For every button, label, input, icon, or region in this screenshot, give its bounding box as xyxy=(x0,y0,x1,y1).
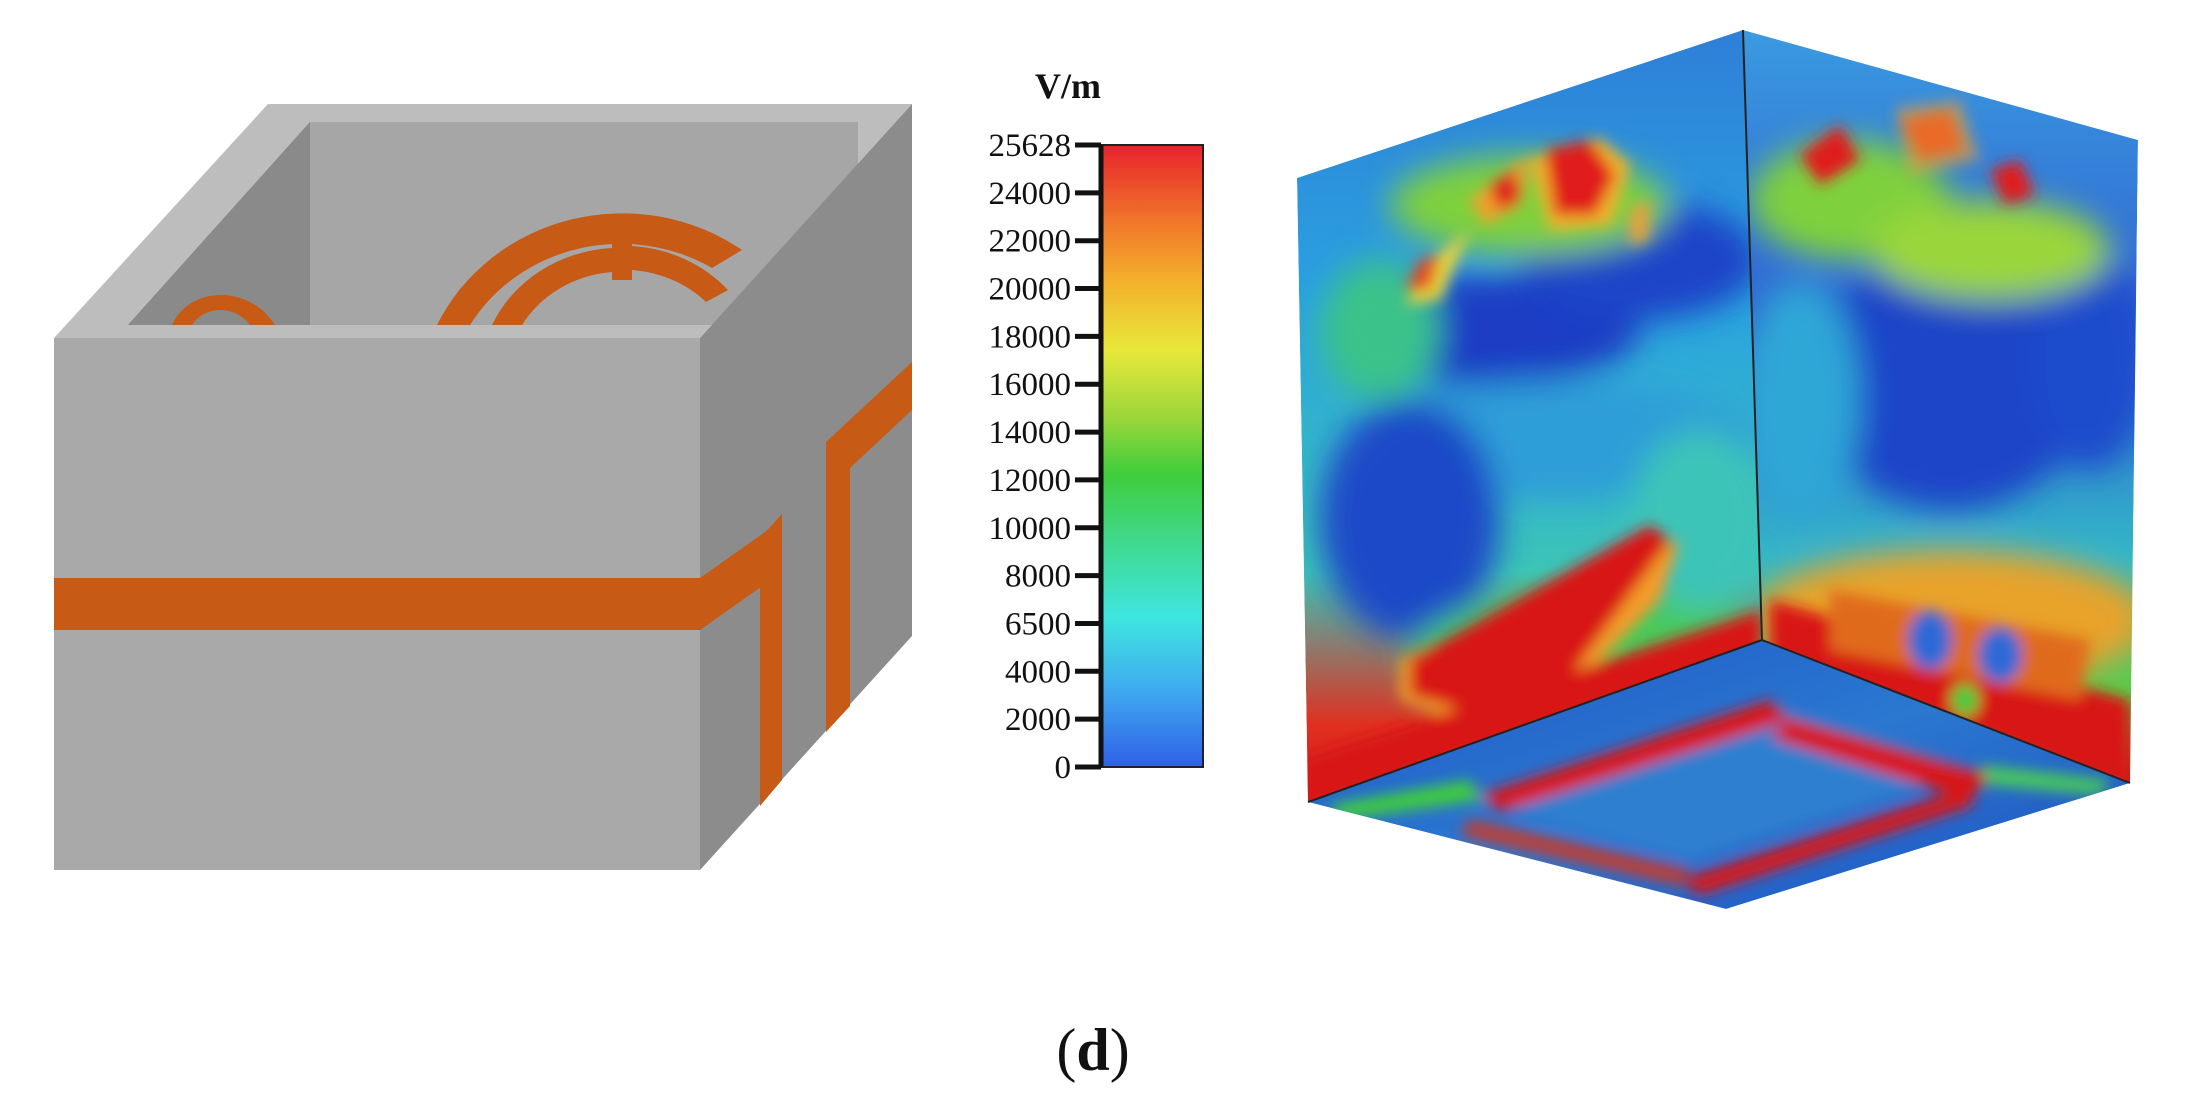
colorbar-tick-label: 10000 xyxy=(989,511,1072,547)
colorbar-gradient xyxy=(1100,144,1204,768)
box-model xyxy=(54,104,912,870)
box-side-face xyxy=(700,104,912,870)
colorbar-unit: V/m xyxy=(1035,66,1101,106)
colorbar-tick-label: 22000 xyxy=(989,224,1072,260)
caption-close-paren: ) xyxy=(1110,1017,1130,1083)
back-wall-inner-ring-left xyxy=(492,248,612,325)
cube-left-face xyxy=(1297,30,1762,802)
back-wall-ring-spoke xyxy=(612,230,632,280)
colorbar-ticks: 2562824000220002000018000160001400012000… xyxy=(989,128,1101,786)
box-left-inner-wall xyxy=(128,122,310,325)
colorbar-tick-label: 16000 xyxy=(989,367,1072,403)
side-copper-strip-2 xyxy=(826,440,850,732)
caption-letter: d xyxy=(1076,1017,1109,1083)
side-copper-diagonal xyxy=(826,362,912,468)
colorbar-tick-label: 24000 xyxy=(989,176,1072,212)
colorbar-tick-label: 20000 xyxy=(989,272,1072,308)
box-front-rim-edge xyxy=(54,325,700,338)
back-wall-inner-ring-right xyxy=(632,246,728,302)
cube-bottom-face xyxy=(1308,640,2130,909)
side-copper-strip-1 xyxy=(760,514,782,806)
colorbar-tick-label: 6500 xyxy=(1005,606,1071,642)
colorbar-tick-label: 12000 xyxy=(989,463,1072,499)
cube-front-edge xyxy=(1742,29,1763,641)
cube-bottom-right-edge xyxy=(1761,639,2131,784)
cube-right-face xyxy=(1743,30,2138,783)
colorbar-tick-label: 25628 xyxy=(989,128,1072,164)
colorbar-tick-label: 0 xyxy=(1055,750,1072,786)
field-cube xyxy=(1297,29,2138,909)
colorbar-tick-label: 14000 xyxy=(989,415,1072,451)
colorbar-tick-label: 18000 xyxy=(989,319,1072,355)
left-wall-ring xyxy=(172,295,275,325)
colorbar-tick-label: 2000 xyxy=(1005,702,1071,738)
colorbar: V/m 256282400022000200001800016000140001… xyxy=(989,66,1204,786)
colorbar-tick-label: 8000 xyxy=(1005,559,1071,595)
caption-open-paren: ( xyxy=(1056,1017,1076,1083)
back-wall-outer-ring xyxy=(437,213,742,325)
colorbar-tick-label: 4000 xyxy=(1005,654,1071,690)
cube-bottom-left-edge xyxy=(1307,639,1763,803)
front-copper-band xyxy=(54,578,700,630)
figure-caption: (d) xyxy=(1056,1017,1129,1083)
side-copper-band xyxy=(700,530,768,630)
